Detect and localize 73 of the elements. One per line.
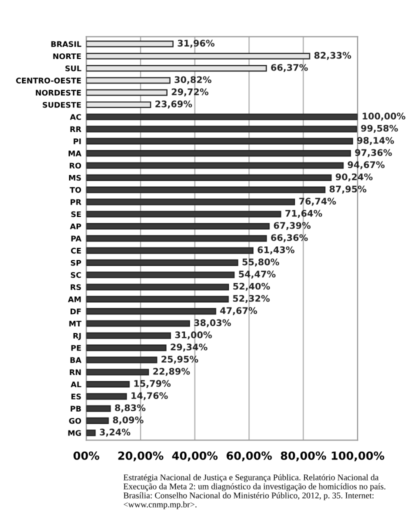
bar [86,138,354,144]
data-label: 8,09% [112,416,144,424]
bar [86,186,326,194]
bar [86,272,235,278]
bar [86,235,267,242]
data-label: 66,37% [271,64,308,72]
data-label: 67,39% [274,222,311,230]
data-label: 82,33% [314,52,352,60]
data-label: 98,14% [357,136,394,145]
bar [86,77,170,84]
bar [86,40,174,48]
data-label: 97,36% [355,149,392,158]
x-tick-label: 80,00% [280,451,326,462]
data-label: 55,80% [242,258,280,266]
bar [86,64,267,72]
data-label: 100,00% [362,112,406,121]
data-label: 38,03% [194,319,231,328]
data-label: 29,72% [172,88,208,96]
bar [86,405,111,412]
bar [86,247,254,254]
data-label: 25,95% [162,356,198,364]
bar [86,198,296,206]
data-label: 31,00% [175,331,212,340]
x-tick-label: 60,00% [226,451,272,462]
data-label: 23,69% [155,100,192,109]
data-label: 8,83% [114,404,146,412]
bar [86,344,166,352]
bar [86,308,216,315]
bar [86,222,270,230]
data-label: 90,24% [336,173,373,182]
bar [86,89,168,96]
data-label: 29,34% [170,344,208,352]
bar [86,52,310,60]
bar [86,162,344,169]
data-label: 14,76% [132,392,168,400]
bar [86,174,332,181]
bar [86,150,351,157]
data-label: 54,47% [238,270,276,279]
data-label: 52,40% [233,282,270,291]
bar [86,430,96,436]
x-tick-label: 100,00% [332,451,384,462]
x-tick-label: 20,00% [118,451,164,462]
data-label: 71,64% [285,210,322,218]
bar [86,332,171,339]
data-label: 31,96% [178,40,214,48]
data-label: 52,32% [233,294,270,303]
data-label: 66,36% [271,234,308,242]
bar [86,320,190,327]
data-label: 87,95% [330,186,366,194]
bar [86,380,130,388]
bar [86,126,357,132]
data-label: 30,82% [174,76,212,84]
data-label: 99,58% [361,124,398,133]
data-label: 22,89% [153,368,190,376]
data-label: 15,79% [134,380,171,388]
bar [86,284,230,290]
bar [86,101,152,108]
bar [86,296,229,302]
data-label: 3,24% [100,428,130,437]
bar [86,417,109,424]
data-label: 61,43% [258,246,294,254]
data-label: 94,67% [348,161,385,170]
x-tick-label: 00% [74,451,100,460]
text: Estratégia Nacional de Justiça e Segurança Pública. Relatório Nacional da Execução da Meta 2: um diagnóstico da investigação de homicídios no país. Brasília: Conselho Nacional do Ministério Público, 2012, p. 35. Internet: <www.cnmp.mp.br>. [124,474,386,510]
data-label: 47,67% [220,307,258,316]
data-label: 76,74% [299,198,336,206]
x-tick-label: 40,00% [172,451,218,462]
bar [86,368,149,376]
bar [86,259,238,266]
bar [86,114,358,120]
bar [86,393,127,400]
bar [86,210,282,218]
bar [86,356,158,364]
